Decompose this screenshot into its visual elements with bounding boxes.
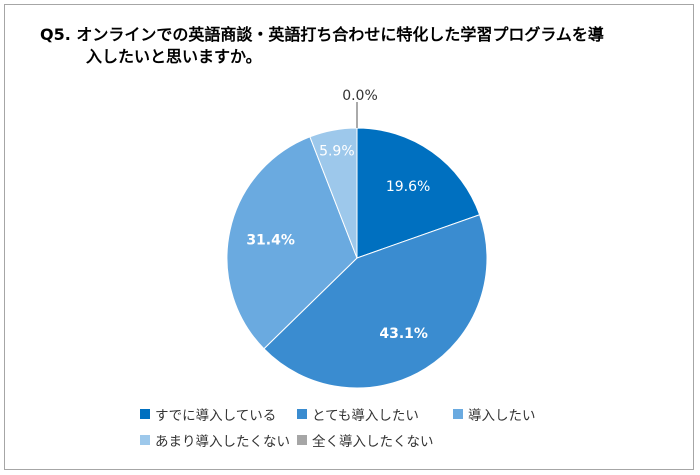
data-label-2: 31.4% [246, 232, 295, 248]
legend-swatch [140, 435, 150, 445]
legend-swatch [140, 409, 150, 419]
pie-slice-1 [263, 214, 488, 389]
legend-item-4: 全く導入したくない [297, 430, 434, 450]
legend-label: 全く導入したくない [312, 434, 434, 450]
legend-label: 導入したい [468, 408, 536, 424]
legend-swatch [297, 409, 307, 419]
legend-item-0: すでに導入している [140, 404, 276, 424]
legend-swatch [453, 409, 463, 419]
data-label-4: 0.0% [342, 88, 378, 104]
legend-item-1: とても導入したい [297, 404, 419, 424]
legend-label: あまり導入したくない [155, 434, 290, 450]
data-label-1: 43.1% [379, 326, 428, 342]
legend-item-3: あまり導入したくない [140, 430, 290, 450]
legend-label: すでに導入している [155, 408, 277, 424]
title-line-2: 入したいと思いますか。 [86, 47, 262, 66]
data-label-3: 5.9% [319, 144, 355, 160]
chart-frame [4, 4, 694, 470]
legend-label: とても導入したい [312, 408, 419, 424]
legend-item-2: 導入したい [453, 404, 536, 424]
title-line-1: Q5. オンラインでの英語商談・英語打ち合わせに特化した学習プログラムを導 [40, 25, 604, 44]
legend-swatch [297, 435, 307, 445]
pie-slice-2 [226, 136, 358, 350]
data-label-0: 19.6% [386, 179, 430, 195]
chart-title: Q5. オンラインでの英語商談・英語打ち合わせに特化した学習プログラムを導 入し… [40, 24, 680, 68]
